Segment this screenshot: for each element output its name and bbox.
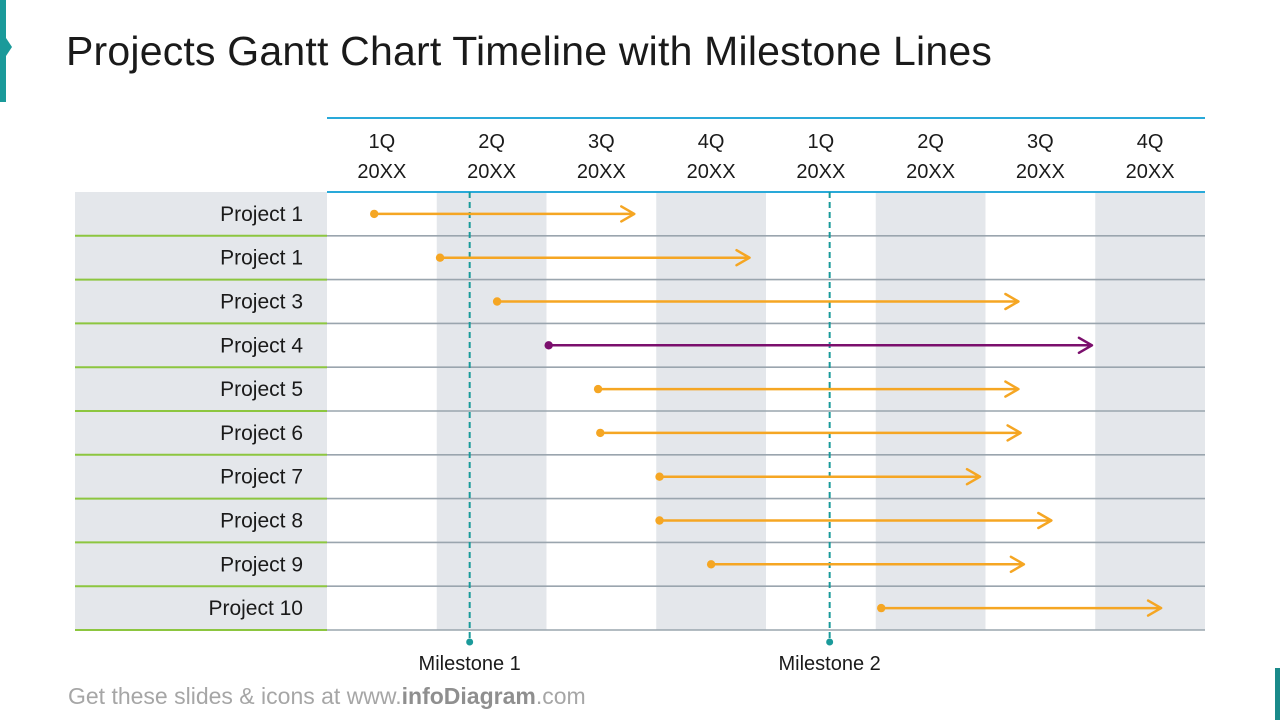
year-label: 20XX <box>467 161 516 183</box>
year-label: 20XX <box>357 161 406 183</box>
row-label: Project 3 <box>220 291 303 314</box>
task-arrowhead <box>620 205 636 223</box>
task-arrow <box>593 380 1020 398</box>
task-start-dot <box>596 428 605 438</box>
page-title: Projects Gantt Chart Timeline with Miles… <box>66 28 993 74</box>
task-start-dot <box>435 253 445 262</box>
year-label: 20XX <box>577 161 626 183</box>
corner-accent <box>1275 668 1280 720</box>
task-arrow <box>706 555 1026 574</box>
year-label: 20XX <box>687 161 736 183</box>
task-arrowhead <box>1037 511 1053 530</box>
row-label: Project 1 <box>220 203 303 226</box>
milestone-lines: Milestone 1 Milestone 2 <box>419 192 881 675</box>
task-start-dot <box>369 209 379 219</box>
row-label: Project 7 <box>220 466 303 489</box>
task-arrow <box>877 599 1163 617</box>
row-label: Project 5 <box>220 378 303 401</box>
task-arrowhead <box>1146 599 1163 617</box>
quarter-label: 2Q <box>478 131 505 153</box>
quarter-label: 4Q <box>1137 131 1164 153</box>
quarter-label: 3Q <box>588 131 615 153</box>
row-label: Project 1 <box>220 247 303 270</box>
footer-prefix: Get these slides & icons at www. <box>68 683 402 709</box>
row-label: Project 10 <box>208 597 303 620</box>
row-label: Project 4 <box>220 334 303 357</box>
milestone-dot <box>826 638 834 646</box>
row-label: Project 9 <box>220 553 303 576</box>
task-arrows <box>369 205 1163 617</box>
quarter-header: 1Q 20XX 2Q 20XX 3Q 20XX 4Q 20XX 1Q 20XX 2Q 20XX 3Q 20… <box>327 117 1205 193</box>
task-arrowhead <box>1077 336 1094 355</box>
task-arrow <box>492 292 1020 311</box>
quarter-label: 1Q <box>369 131 396 153</box>
task-arrow <box>655 511 1053 530</box>
milestone-label: Milestone 2 <box>779 653 881 675</box>
year-label: 20XX <box>796 161 845 183</box>
row-grid <box>75 234 1205 631</box>
footer-credit: Get these slides & icons at www.infoDiag… <box>68 683 586 710</box>
task-arrow <box>655 467 982 486</box>
task-start-dot <box>877 603 886 613</box>
task-arrowhead <box>1004 380 1020 398</box>
quarter-label: 4Q <box>698 131 725 153</box>
milestone-dot <box>466 638 474 646</box>
year-label: 20XX <box>1016 161 1065 183</box>
task-start-dot <box>655 472 664 481</box>
task-start-dot <box>655 516 664 525</box>
year-label: 20XX <box>906 161 955 183</box>
task-arrowhead <box>1009 555 1026 574</box>
row-labels: Project 1 Project 1 Project 3 Project 4 Proj… <box>208 203 303 620</box>
milestone-label: Milestone 1 <box>419 653 521 675</box>
task-arrow <box>369 205 636 223</box>
task-arrowhead <box>735 248 751 267</box>
task-arrowhead <box>965 467 982 486</box>
row-label: Project 8 <box>220 510 303 533</box>
task-start-dot <box>544 341 553 350</box>
year-label: 20XX <box>1126 161 1175 183</box>
task-start-dot <box>706 560 716 569</box>
task-arrow <box>596 424 1022 442</box>
title-accent-tab <box>0 0 12 102</box>
quarter-label: 3Q <box>1027 131 1054 153</box>
task-start-dot <box>492 297 502 306</box>
task-arrow <box>435 248 751 267</box>
task-start-dot <box>593 384 603 394</box>
quarter-label: 2Q <box>917 131 944 153</box>
task-arrowhead <box>1004 292 1020 311</box>
task-arrow <box>544 336 1094 355</box>
row-label: Project 6 <box>220 422 303 445</box>
footer-suffix: .com <box>535 683 586 709</box>
quarter-label: 1Q <box>808 131 835 153</box>
task-arrowhead <box>1006 424 1022 442</box>
footer-brand: infoDiagram <box>401 683 536 709</box>
